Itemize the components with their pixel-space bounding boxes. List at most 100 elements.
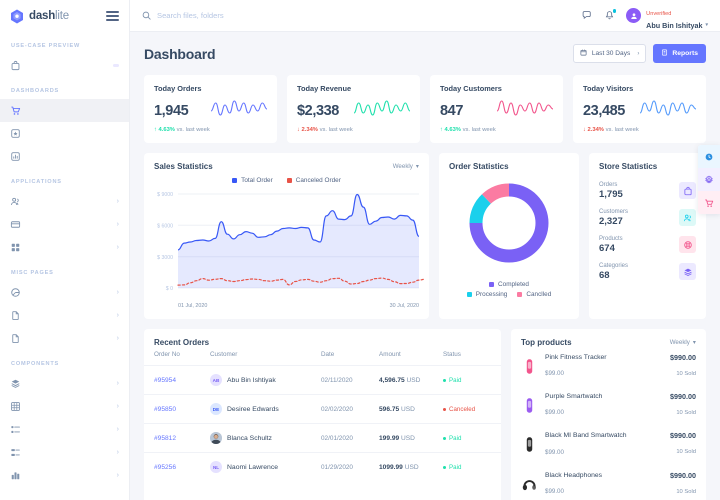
brand-name-light: lite	[55, 10, 69, 22]
store-stat-value: 1,795	[599, 188, 623, 200]
order-customer: DE Desiree Edwards	[210, 403, 321, 415]
avatar	[210, 432, 222, 444]
store-statistics-title: Store Statistics	[599, 162, 658, 171]
table-column-header: Order No	[154, 351, 180, 358]
sidebar-item-tables[interactable]: ›	[0, 418, 129, 441]
main-area: Unverified Abu Bin Ishityak▾ Dashboard L…	[130, 0, 720, 500]
store-stat-text: Customers 2,327	[599, 209, 628, 227]
reports-label: Reports	[672, 50, 698, 57]
product-totals: $990.00 10 Sold	[670, 353, 696, 380]
product-item[interactable]: Pink Fitness Tracker $99.00 $990.00 10 Sold	[511, 347, 706, 386]
stat-card-change: ↑ 4.63% vs. last week	[440, 127, 553, 133]
order-number[interactable]: #95850	[154, 405, 177, 413]
sidebar-item-user-manage[interactable]: ›	[0, 190, 129, 213]
legend-label: Canceled Order	[295, 177, 341, 184]
sidebar-item-analytics[interactable]	[0, 145, 129, 168]
sales-filter-label: Weekly	[392, 163, 413, 170]
legend-label: Total Order	[241, 177, 273, 184]
status-label: Paid	[449, 434, 462, 442]
star-box-icon	[10, 128, 21, 139]
stat-card-today-visitors: Today Visitors 23,485 ↓ 2.34% vs. last wee…	[573, 75, 706, 143]
float-clock-button[interactable]	[698, 145, 720, 168]
product-sold: 10 Sold	[676, 449, 696, 456]
stat-card-change-value: ↑ 4.63%	[440, 127, 461, 133]
stat-card-body: $2,338	[297, 99, 411, 122]
chevron-right-icon: ›	[116, 335, 119, 342]
store-stat-value: 2,327	[599, 215, 623, 227]
legend-item: Canceled Order	[286, 177, 341, 184]
user-meta: Unverified Abu Bin Ishityak ▾	[646, 1, 708, 30]
table-row[interactable]: #95812 Blanca Schultz 02/01/2020 199.99 USD…	[144, 423, 501, 452]
table-row[interactable]: #95256 NL Naomi Lawrence 01/29/2020 1099.99 …	[144, 452, 501, 481]
stat-card-change-period: vs. last week	[319, 127, 353, 133]
product-total: $990.00	[670, 353, 696, 363]
search-input[interactable]	[157, 11, 317, 20]
avatar: NL	[210, 461, 222, 473]
product-item[interactable]: Purple Smartwatch $99.00 $990.00 10 Sold	[511, 386, 706, 425]
sidebar-item-charts[interactable]: ›	[0, 464, 129, 487]
order-amount: 199.99 USD	[379, 434, 415, 442]
float-cart-button[interactable]	[698, 191, 720, 214]
stat-card-change-period: vs. last week	[462, 127, 496, 133]
file-icon	[10, 310, 21, 321]
stat-card-change-value: ↑ 4.63%	[154, 127, 175, 133]
sidebar-toggle-icon[interactable]	[106, 11, 119, 21]
chevron-right-icon: ›	[116, 449, 119, 456]
date-range-button[interactable]: Last 30 Days ›	[572, 44, 647, 63]
sales-statistics-filter[interactable]: Weekly ▾	[393, 163, 419, 170]
sidebar-item-error-pages[interactable]: ›	[0, 304, 129, 327]
sidebar-item-forms[interactable]: ›	[0, 441, 129, 464]
notification-bell-icon[interactable]	[604, 9, 617, 21]
table-row[interactable]: #95850 DE Desiree Edwards 02/02/2020 596.75 …	[144, 394, 501, 423]
chevron-down-icon: ▾	[415, 163, 419, 170]
sidebar-item-orders[interactable]: ›	[0, 213, 129, 236]
sidebar-item-ecommerce[interactable]	[0, 99, 129, 122]
sidebar-item-applications[interactable]: ›	[0, 236, 129, 259]
product-total: $990.00	[670, 392, 696, 402]
stat-card-today-orders: Today Orders 1,945 ↑ 4.63% vs. last week	[144, 75, 277, 143]
order-customer: AB Abu Bin Ishtiyak	[210, 374, 321, 386]
legend-label: Canclled	[526, 291, 552, 298]
user-menu[interactable]: Unverified Abu Bin Ishityak ▾	[626, 1, 708, 30]
order-number[interactable]: #95954	[154, 376, 177, 384]
stat-card-sparkline	[496, 99, 554, 122]
sidebar-item-e-commerce-panel[interactable]	[0, 54, 129, 77]
svg-text:30 Jul, 2020: 30 Jul, 2020	[390, 303, 419, 309]
order-number[interactable]: #95812	[154, 434, 177, 442]
chat-icon[interactable]	[582, 10, 593, 21]
sidebar-item-sales[interactable]	[0, 122, 129, 145]
sidebar-section-label: COMPONENTS	[11, 361, 60, 367]
order-amount: 4,596.75 USD	[379, 376, 421, 384]
sidebar-item-ui-elements[interactable]: ›	[0, 372, 129, 395]
stat-card-title: Today Customers	[440, 84, 502, 93]
product-total: $990.00	[670, 431, 696, 441]
table-column-header: Amount	[379, 351, 401, 358]
sidebar-item-auth-pages[interactable]: ›	[0, 281, 129, 304]
order-number[interactable]: #95256	[154, 463, 177, 471]
top-products-filter[interactable]: Weekly ▾	[670, 339, 696, 346]
brand-name-bold: dash	[29, 10, 56, 22]
dashlite-logo-icon	[10, 9, 24, 24]
topbar-actions: Unverified Abu Bin Ishityak ▾	[582, 1, 708, 30]
avatar: AB	[210, 374, 222, 386]
sidebar-item-other-pages[interactable]: ›	[0, 327, 129, 350]
reports-button[interactable]: Reports	[653, 44, 706, 63]
float-gear-button[interactable]	[698, 168, 720, 191]
sidebar-section-label: APPLICATIONS	[11, 179, 62, 185]
legend-item: Canclled	[517, 291, 551, 298]
status-badge: Canceled	[443, 406, 491, 413]
sidebar-item-crafted-icons[interactable]: ›	[0, 395, 129, 418]
users-icon	[10, 196, 21, 207]
table-row[interactable]: #95954 AB Abu Bin Ishtiyak 02/11/2020 4,596.…	[144, 365, 501, 394]
product-total: $990.00	[670, 470, 696, 480]
store-stat-categories: Categories 68	[599, 258, 696, 285]
order-customer: NL Naomi Lawrence	[210, 461, 321, 473]
legend-swatch	[466, 292, 472, 297]
store-stat-label: Categories	[599, 262, 629, 269]
chevron-right-icon: ›	[116, 198, 119, 205]
order-date: 02/02/2020	[321, 405, 353, 413]
product-item[interactable]: Black MI Band Smartwatch $99.00 $990.00 10 …	[511, 425, 706, 464]
chevron-right-icon: ›	[116, 312, 119, 319]
product-item[interactable]: Black Headphones $99.00 $990.00 10 Sold	[511, 465, 706, 500]
store-stat-text: Products 674	[599, 236, 623, 254]
